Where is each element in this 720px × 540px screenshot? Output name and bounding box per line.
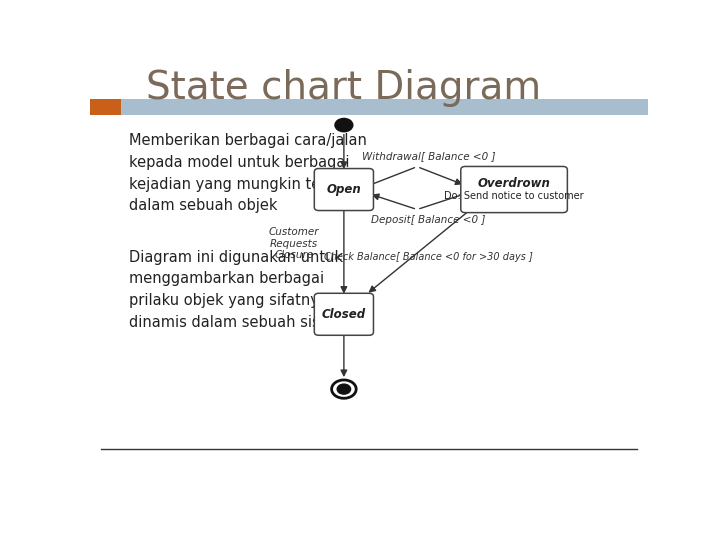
Text: Closed: Closed bbox=[322, 308, 366, 321]
Circle shape bbox=[337, 384, 351, 394]
Text: Open: Open bbox=[326, 183, 361, 196]
Text: Deposit[ Balance <0 ]: Deposit[ Balance <0 ] bbox=[371, 215, 485, 225]
Bar bbox=[90, 99, 121, 114]
FancyBboxPatch shape bbox=[315, 293, 374, 335]
FancyBboxPatch shape bbox=[461, 166, 567, 213]
Text: Overdrown: Overdrown bbox=[477, 177, 551, 190]
Circle shape bbox=[332, 380, 356, 399]
Text: Withdrawal[ Balance <0 ]: Withdrawal[ Balance <0 ] bbox=[361, 151, 495, 161]
Text: Customer
Requests
Closure: Customer Requests Closure bbox=[269, 227, 319, 260]
Text: Diagram ini digunakan untuk
menggambarkan berbagai
prilaku objek yang sifatnya
d: Diagram ini digunakan untuk menggambarka… bbox=[129, 250, 348, 329]
Text: State chart Diagram: State chart Diagram bbox=[145, 69, 541, 107]
Circle shape bbox=[335, 118, 353, 132]
Text: Memberikan berbagai cara/jalan
kepada model untuk berbagai
kejadian yang mungkin: Memberikan berbagai cara/jalan kepada mo… bbox=[129, 133, 367, 213]
FancyBboxPatch shape bbox=[315, 168, 374, 211]
Text: Do: Send notice to customer: Do: Send notice to customer bbox=[444, 191, 584, 201]
Bar bbox=[90, 99, 648, 114]
Text: Check Balance[ Balance <0 for >30 days ]: Check Balance[ Balance <0 for >30 days ] bbox=[324, 252, 533, 262]
